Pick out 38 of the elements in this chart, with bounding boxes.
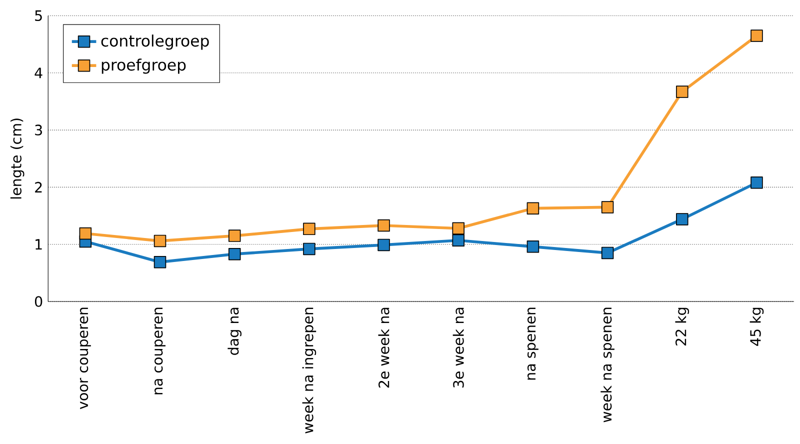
x-tick-label: week na ingrepen bbox=[302, 308, 316, 434]
point bbox=[154, 256, 166, 268]
y-tick-label: 5 bbox=[35, 10, 42, 21]
point bbox=[601, 200, 614, 214]
point bbox=[228, 229, 241, 242]
point bbox=[750, 176, 763, 189]
point bbox=[750, 29, 763, 42]
point bbox=[526, 202, 540, 214]
point bbox=[526, 240, 540, 253]
point bbox=[79, 227, 92, 240]
y-axis-title: lengte (cm) bbox=[10, 118, 24, 198]
x-tick-label: na couperen bbox=[154, 308, 166, 394]
y-tick-label: 3 bbox=[35, 124, 42, 136]
x-tick-label: voor couperen bbox=[80, 308, 91, 409]
point bbox=[228, 248, 241, 260]
x-tick-label: 45 kg bbox=[750, 308, 764, 346]
point bbox=[452, 222, 464, 234]
x-tick-label: 2e week na bbox=[378, 308, 390, 388]
point bbox=[676, 85, 688, 98]
y-tick-label: 4 bbox=[34, 67, 42, 78]
point bbox=[601, 246, 614, 259]
point bbox=[303, 242, 316, 255]
x-tick-label: 22 kg bbox=[675, 308, 690, 346]
point bbox=[378, 238, 390, 251]
x-tick-label: 3e week na bbox=[452, 308, 464, 388]
point bbox=[452, 234, 464, 246]
point bbox=[378, 219, 390, 232]
x-tick-label: week na spenen bbox=[600, 308, 614, 422]
y-tick-label: 1 bbox=[36, 238, 42, 250]
point bbox=[676, 212, 688, 226]
legend-label: proefgroep bbox=[102, 58, 186, 74]
point bbox=[154, 234, 166, 247]
y-tick-label: 2 bbox=[35, 182, 42, 192]
x-tick-label: dag na bbox=[228, 308, 242, 355]
y-tick-label: 0 bbox=[34, 296, 42, 307]
x-tick-label: na spenen bbox=[527, 308, 538, 380]
point bbox=[303, 222, 316, 235]
legend-label: controlegroep bbox=[101, 34, 209, 50]
